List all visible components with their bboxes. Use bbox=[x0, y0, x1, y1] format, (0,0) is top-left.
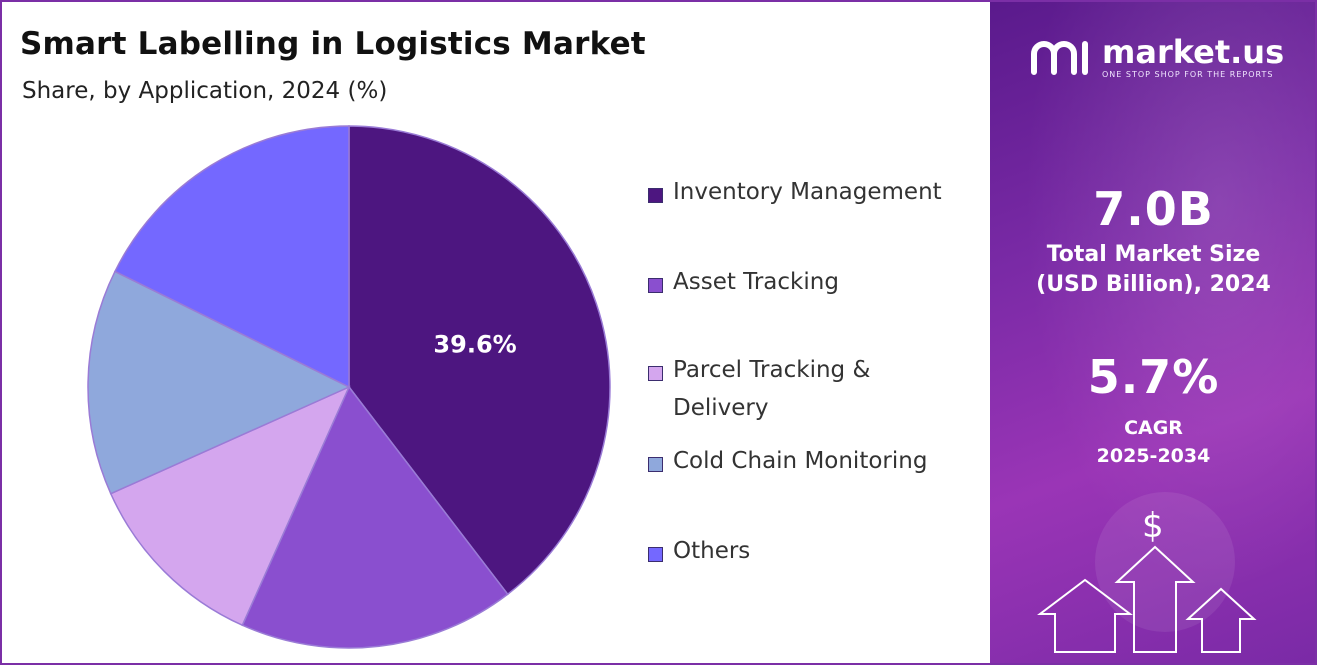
legend-swatch bbox=[648, 366, 663, 381]
pie-chart: 39.6% bbox=[87, 125, 611, 649]
cagr-label-1: CAGR bbox=[1124, 417, 1183, 439]
market-size-block: 7.0B Total Market Size (USD Billion), 20… bbox=[990, 182, 1315, 300]
legend-swatch bbox=[648, 278, 663, 293]
brand-name: market.us bbox=[1102, 33, 1285, 71]
brand-logo: market.us ONE STOP SHOP FOR THE REPORTS bbox=[1030, 36, 1284, 79]
cagr-label-2: 2025-2034 bbox=[1096, 445, 1211, 467]
legend-item: Asset Tracking bbox=[648, 269, 973, 301]
growth-arrows-icon bbox=[1037, 492, 1257, 653]
legend-item: Cold Chain Monitoring bbox=[648, 448, 973, 480]
legend-label-line: Inventory Management bbox=[673, 179, 942, 205]
legend-label: Asset Tracking bbox=[673, 263, 973, 301]
market-size-label-2: (USD Billion), 2024 bbox=[1036, 272, 1271, 297]
pie-slice-parcel-tracking-delivery bbox=[109, 385, 351, 627]
legend-label: Cold Chain Monitoring bbox=[673, 442, 973, 480]
legend-label-line: Delivery bbox=[673, 395, 769, 421]
legend-swatch bbox=[648, 188, 663, 203]
market-us-logo-icon bbox=[1031, 40, 1088, 75]
market-size-value: 7.0B bbox=[1093, 182, 1214, 236]
pie-data-label: 39.6% bbox=[433, 330, 516, 358]
market-size-label-1: Total Market Size bbox=[1046, 242, 1261, 267]
legend-label-line: Others bbox=[673, 538, 751, 564]
brand-tagline: ONE STOP SHOP FOR THE REPORTS bbox=[1102, 70, 1274, 79]
panel-overlay bbox=[990, 2, 1315, 663]
pie-slice-cold-chain-monitoring bbox=[87, 270, 351, 495]
legend-item: Inventory Management bbox=[648, 179, 973, 211]
pie-slice-others bbox=[113, 125, 350, 389]
legend-label-line: Asset Tracking bbox=[673, 269, 839, 295]
legend-label: Parcel Tracking & Delivery bbox=[673, 351, 973, 427]
legend-item: Others bbox=[648, 538, 973, 570]
pie-slice-asset-tracking bbox=[241, 385, 509, 649]
legend-label: Others bbox=[673, 532, 973, 570]
cagr-block: 5.7% CAGR 2025-2034 bbox=[990, 350, 1315, 470]
chart-subtitle: Share, by Application, 2024 (%) bbox=[22, 78, 388, 104]
legend-swatch bbox=[648, 457, 663, 472]
legend-label: Inventory Management bbox=[673, 173, 973, 211]
stats-panel: $ market.us ONE STOP SHOP FOR THE REPORT… bbox=[990, 2, 1315, 663]
legend-item: Parcel Tracking & Delivery bbox=[648, 357, 973, 427]
legend-label-line: Parcel Tracking & bbox=[673, 357, 871, 383]
pie-slice-inventory-management bbox=[348, 125, 611, 596]
legend-swatch bbox=[648, 547, 663, 562]
dollar-icon: $ bbox=[1142, 506, 1164, 546]
chart-panel: Smart Labelling in Logistics Market Shar… bbox=[2, 2, 990, 663]
cagr-value: 5.7% bbox=[1087, 350, 1220, 404]
legend-label-line: Cold Chain Monitoring bbox=[673, 448, 928, 474]
chart-title: Smart Labelling in Logistics Market bbox=[20, 26, 646, 62]
